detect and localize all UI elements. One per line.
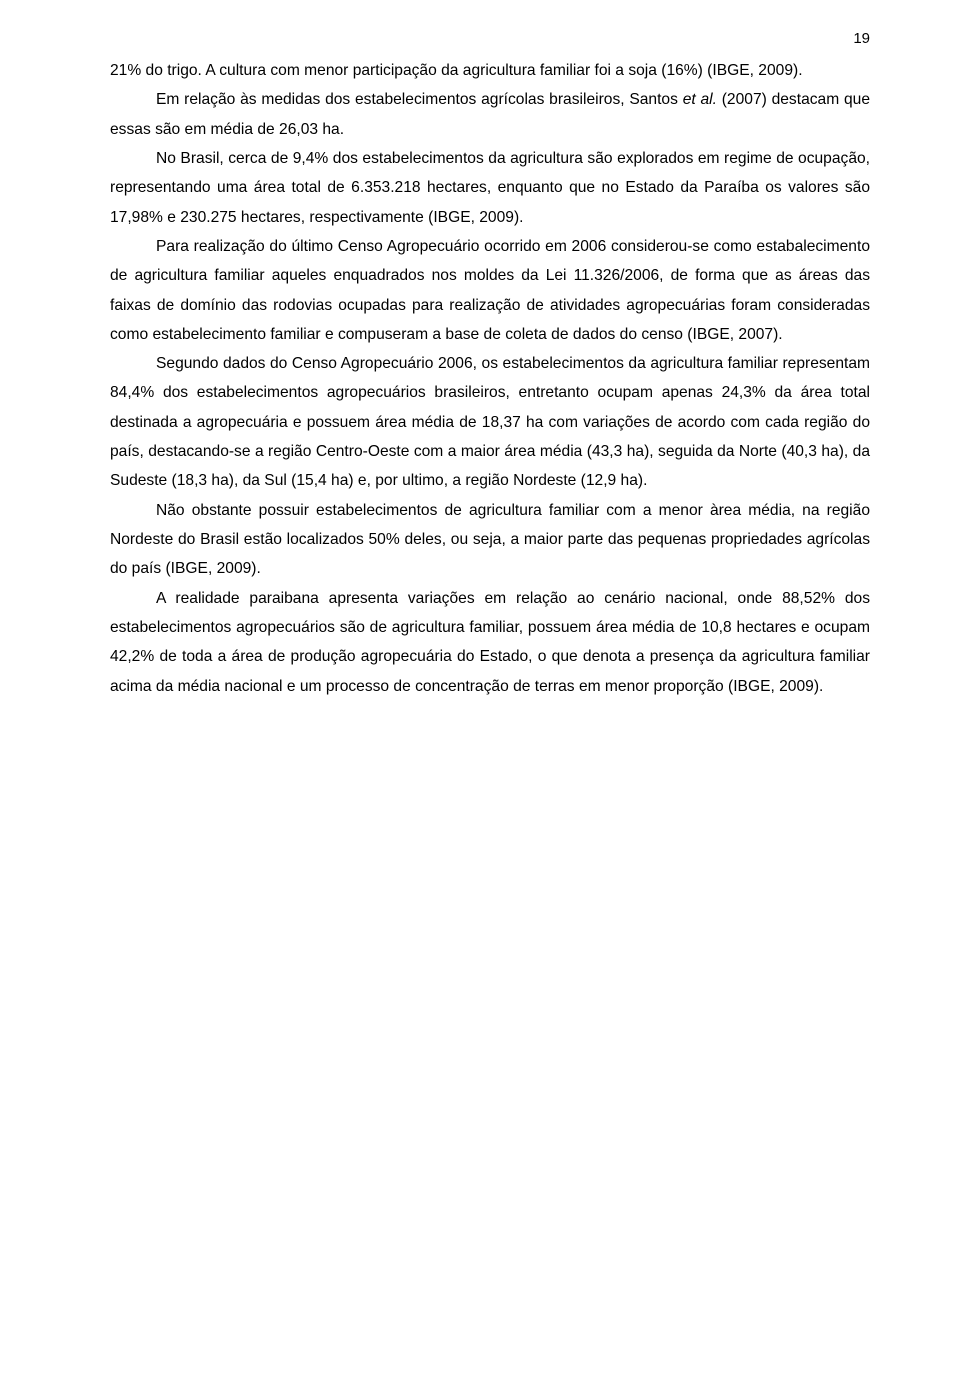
page-number: 19 — [853, 30, 870, 47]
paragraph-2: Em relação às medidas dos estabeleciment… — [110, 85, 870, 144]
document-page: 19 21% do trigo. A cultura com menor par… — [0, 0, 960, 1396]
paragraph-1: 21% do trigo. A cultura com menor partic… — [110, 56, 870, 85]
paragraph-4: Para realização do último Censo Agropecu… — [110, 232, 870, 349]
paragraph-5: Segundo dados do Censo Agropecuário 2006… — [110, 349, 870, 496]
paragraph-2-a: Em relação às medidas dos estabeleciment… — [156, 91, 683, 108]
paragraph-3: No Brasil, cerca de 9,4% dos estabelecim… — [110, 144, 870, 232]
paragraph-6: Não obstante possuir estabelecimentos de… — [110, 496, 870, 584]
paragraph-7: A realidade paraibana apresenta variaçõe… — [110, 584, 870, 701]
paragraph-2-italic: et al. — [683, 91, 717, 108]
body-text: 21% do trigo. A cultura com menor partic… — [110, 56, 870, 701]
